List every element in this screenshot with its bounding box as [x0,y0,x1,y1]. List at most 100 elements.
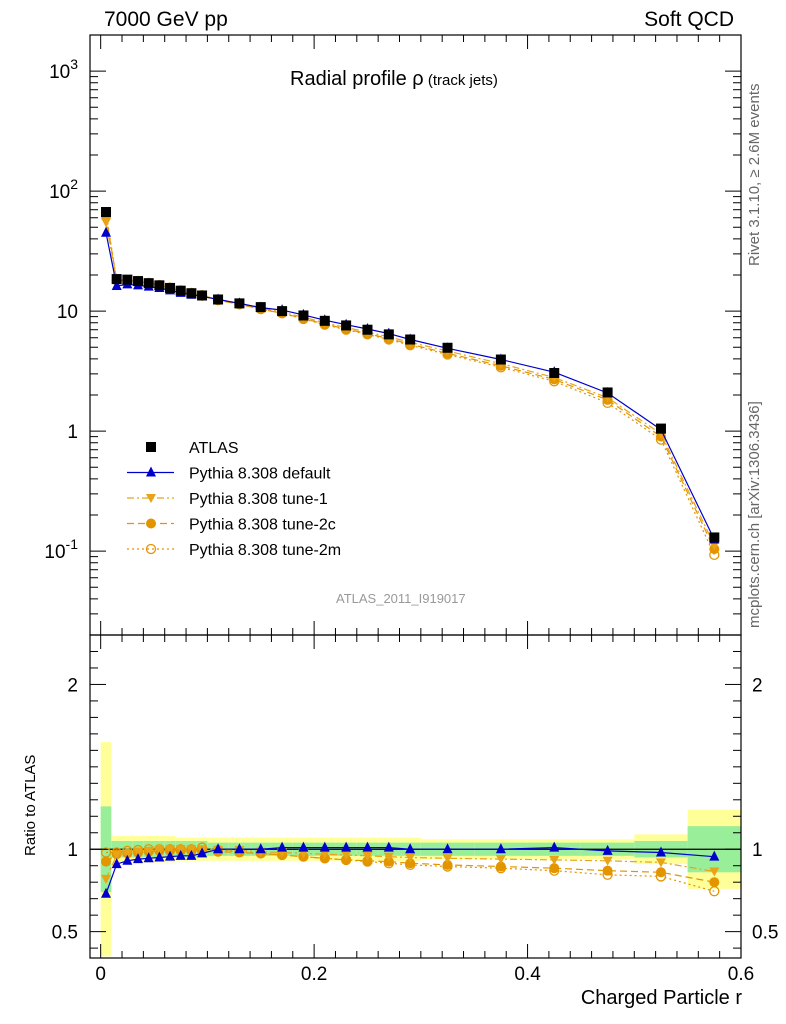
legend-label: Pythia 8.308 default [189,466,331,483]
x-tick-label: 0.2 [301,964,327,985]
main-atlas-point [709,532,720,543]
legend-entry: Pythia 8.308 tune-1 [127,491,328,508]
legend-entry: ATLAS [146,440,239,457]
main-atlas-point [602,387,613,398]
main-pythia-8-308-tune-1-point [101,218,112,228]
ratio-pythia-8-308-default-point [442,843,453,854]
ratio-pythia-8-308-default-point [319,841,330,852]
ratio-pythia-8-308-default-point [655,846,666,857]
ratio-pythia-8-308-default-point [255,843,266,854]
legend-entry: Pythia 8.308 tune-2m [127,542,341,559]
legend-marker [146,494,156,503]
chart-title-suffix: (track jets) [427,72,498,89]
main-atlas-point [319,315,330,326]
ratio-frame [89,634,742,959]
ratio-pythia-8-308-tune-1-point [341,851,352,861]
ratio-y-tick-label-right: 0.5 [752,923,778,944]
main-atlas-point [154,280,165,291]
ratio-pythia-8-308-default-point [234,843,245,854]
main-atlas-point [101,206,112,217]
ratio-pythia-8-308-tune-1-point [165,845,176,855]
ratio-pythia-8-308-tune-1-point [101,874,112,884]
legend-entry: Pythia 8.308 tune-2c [127,517,336,534]
axis-text: 0 0.2 0.4 0.6 10-1 1 10 102 103 0.5 0.5 1 1 2 2 ATLAS Py… [44,34,778,985]
ratio-pythia-8-308-tune-1-point [122,849,133,859]
ratio-pythia-8-308-default-point [111,858,122,869]
ratio-pythia-8-308-tune-2c-point [442,859,453,870]
legend-label: Pythia 8.308 tune-1 [189,491,328,508]
y-axis-label-ratio: Ratio to ATLAS [22,754,39,856]
ratio-pythia-8-308-default-point [165,850,176,861]
main-atlas-point [255,302,266,313]
x-tick-label: 0.6 [728,964,754,985]
ratio-pythia-8-308-tune-1-point [549,855,560,865]
ratio-pythia-8-308-tune-1-point [655,858,666,868]
mcplots-source: mcplots.cern.ch [arXiv:1306.3436] [746,401,763,628]
main-atlas-point [655,423,666,434]
y-tick-label: 1 [67,422,78,443]
ratio-pythia-8-308-default-point [133,853,144,864]
ratio-pythia-8-308-default-point [197,847,208,858]
header-left: 7000 GeV pp [104,8,228,31]
ratio-pythia-8-308-tune-2c-point [709,877,720,888]
ratio-pythia-8-308-tune-1-point [175,845,186,855]
chart-title-symbol: ρ [412,68,424,90]
ratio-pythia-8-308-default-point [143,852,154,863]
legend-label: ATLAS [189,440,239,457]
ratio-pythia-8-308-default-point [709,850,720,861]
ratio-pythia-8-308-default-point [213,843,224,854]
rivet-version: Rivet 3.1.10, ≥ 2.6M events [746,83,763,267]
legend-label: Pythia 8.308 tune-2c [189,517,336,534]
ratio-pythia-8-308-default-point [298,841,309,852]
ratio-y-tick-label-left: 1 [67,840,78,861]
main-atlas-point [165,282,176,293]
ratio-pythia-8-308-tune-1-point [186,845,197,855]
ratio-pythia-8-308-tune-1-point [154,846,165,856]
y-tick-label: 103 [49,56,78,83]
ratio-pythia-8-308-tune-2c-point [655,867,666,878]
main-atlas-point [234,298,245,309]
main-atlas-point [341,320,352,331]
main-atlas-point [175,285,186,296]
x-tick-label: 0 [95,964,106,985]
ratio-pythia-8-308-tune-1-point [362,851,373,861]
ratio-y-tick-label-right: 2 [752,675,763,696]
x-axis-label: Charged Particle r [580,987,742,1009]
main-pythia-8-308-default-point [111,279,122,290]
legend-label: Pythia 8.308 tune-2m [189,542,341,559]
ratio-pythia-8-308-default-point [549,841,560,852]
ratio-pythia-8-308-default-point [341,841,352,852]
ratio-y-tick-label-left: 2 [67,675,78,696]
ratio-pythia-8-308-default-point [175,849,186,860]
main-atlas-point [213,294,224,305]
legend-marker [145,543,157,555]
ratio-pythia-8-308-default-point [154,851,165,862]
ratio-pythia-8-308-default-point [602,844,613,855]
main-atlas-point [197,290,208,301]
ratio-pythia-8-308-tune-1-point [319,850,330,860]
ratio-pythia-8-308-default-point [495,843,506,854]
main-atlas-point [186,288,197,299]
y-tick-label: 10 [57,302,78,323]
main-pythia-8-308-default-point [101,226,112,237]
ratio-pythia-8-308-tune-1-point [111,851,122,861]
ratio-y-tick-label-right: 1 [752,840,763,861]
ratio-pythia-8-308-tune-1-point [442,854,453,864]
main-atlas-point [298,310,309,321]
analysis-id: ATLAS_2011_I919017 [336,591,466,606]
ratio-pythia-8-308-tune-2c-point [602,865,613,876]
legend-marker [146,442,156,452]
main-atlas-point [143,278,154,289]
ratio-pythia-8-308-default-point [405,843,416,854]
legend-entry: Pythia 8.308 default [127,466,331,483]
chart-title: Radial profile ρ (track jets) [290,68,498,91]
main-frame [89,34,742,636]
main-panel [89,34,742,636]
ratio-pythia-8-308-tune-1-point [133,847,144,857]
main-atlas-point [442,342,453,353]
ratio-pythia-8-308-tune-1-point [495,855,506,865]
main-atlas-point [383,329,394,340]
legend-marker [146,466,156,477]
ratio-pythia-8-308-tune-1-point [602,856,613,866]
